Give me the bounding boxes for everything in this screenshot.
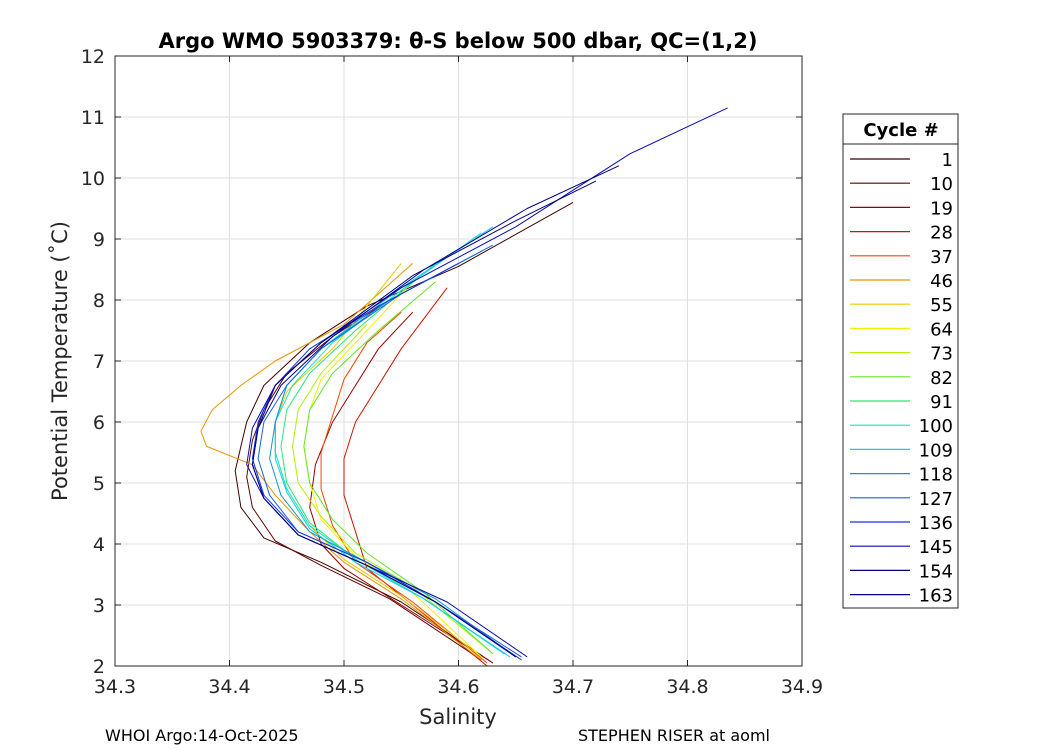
footer-left: WHOI Argo:14-Oct-2025 xyxy=(105,726,299,745)
legend-label-46: 46 xyxy=(930,271,953,292)
x-tick-label: 34.3 xyxy=(94,676,136,698)
legend-label-73: 73 xyxy=(930,344,953,365)
legend-label-100: 100 xyxy=(919,416,953,437)
series-line-cycle-163 xyxy=(251,165,620,658)
legend-label-37: 37 xyxy=(930,247,953,268)
y-tick-label: 4 xyxy=(93,534,105,556)
series-line-cycle-46 xyxy=(200,263,482,661)
y-tick-label: 6 xyxy=(93,412,105,434)
y-tick-label: 9 xyxy=(93,229,105,251)
y-tick-label: 5 xyxy=(93,473,105,495)
legend-title: Cycle # xyxy=(863,120,938,141)
legend-label-10: 10 xyxy=(930,174,953,195)
y-tick-label: 8 xyxy=(93,290,105,312)
legend-items: 1 10 19 28 37 46 55 64 73 82 91 100 109 118 127 136 145 1… xyxy=(850,150,953,607)
legend-box xyxy=(842,113,959,609)
legend-label-91: 91 xyxy=(930,392,953,413)
legend-label-55: 55 xyxy=(930,295,953,316)
y-tick-label: 10 xyxy=(81,168,105,190)
y-tick-label: 12 xyxy=(81,46,105,68)
x-tick-label: 34.6 xyxy=(437,676,479,698)
legend-label-1: 1 xyxy=(942,150,953,171)
chart-title: Argo WMO 5903379: θ-S below 500 dbar, QC… xyxy=(159,29,758,53)
legend-label-163: 163 xyxy=(919,586,953,607)
footer-right: STEPHEN RISER at aoml xyxy=(578,726,770,745)
series-line-cycle-73 xyxy=(292,324,494,655)
series-line-cycle-109 xyxy=(274,226,511,658)
x-tick-label: 34.9 xyxy=(781,676,823,698)
x-tick-label: 34.7 xyxy=(552,676,594,698)
legend: Cycle # 1 10 19 28 37 46 55 64 73 82 91 100 109 118 12… xyxy=(842,113,959,609)
x-tick-label: 34.5 xyxy=(323,676,365,698)
legend-label-127: 127 xyxy=(919,489,953,510)
legend-label-145: 145 xyxy=(919,537,953,558)
y-tick-label: 3 xyxy=(93,595,105,617)
axis-ticks: 34.3 34.4 34.5 34.6 34.7 34.8 34.9 2 3 4 5 6 7 8 9 10 11… xyxy=(81,46,823,698)
series-line-cycle-82 xyxy=(303,281,494,655)
y-tick-label: 11 xyxy=(81,107,105,129)
legend-label-109: 109 xyxy=(919,440,953,461)
legend-label-136: 136 xyxy=(919,513,953,534)
series-line-cycle-37 xyxy=(320,311,488,664)
legend-label-154: 154 xyxy=(919,561,953,582)
legend-label-19: 19 xyxy=(930,198,953,219)
y-tick-label: 7 xyxy=(93,351,105,373)
legend-label-28: 28 xyxy=(930,223,953,244)
x-tick-label: 34.4 xyxy=(208,676,250,698)
x-tick-label: 34.8 xyxy=(666,676,708,698)
x-axis-label: Salinity xyxy=(419,705,497,729)
y-axis-label: Potential Temperature (˚C) xyxy=(48,221,72,501)
legend-label-64: 64 xyxy=(930,319,953,340)
series-line-cycle-19 xyxy=(309,311,494,664)
y-tick-label: 2 xyxy=(93,656,105,678)
series-layer xyxy=(200,107,728,667)
legend-label-118: 118 xyxy=(919,465,953,486)
legend-label-82: 82 xyxy=(930,368,953,389)
